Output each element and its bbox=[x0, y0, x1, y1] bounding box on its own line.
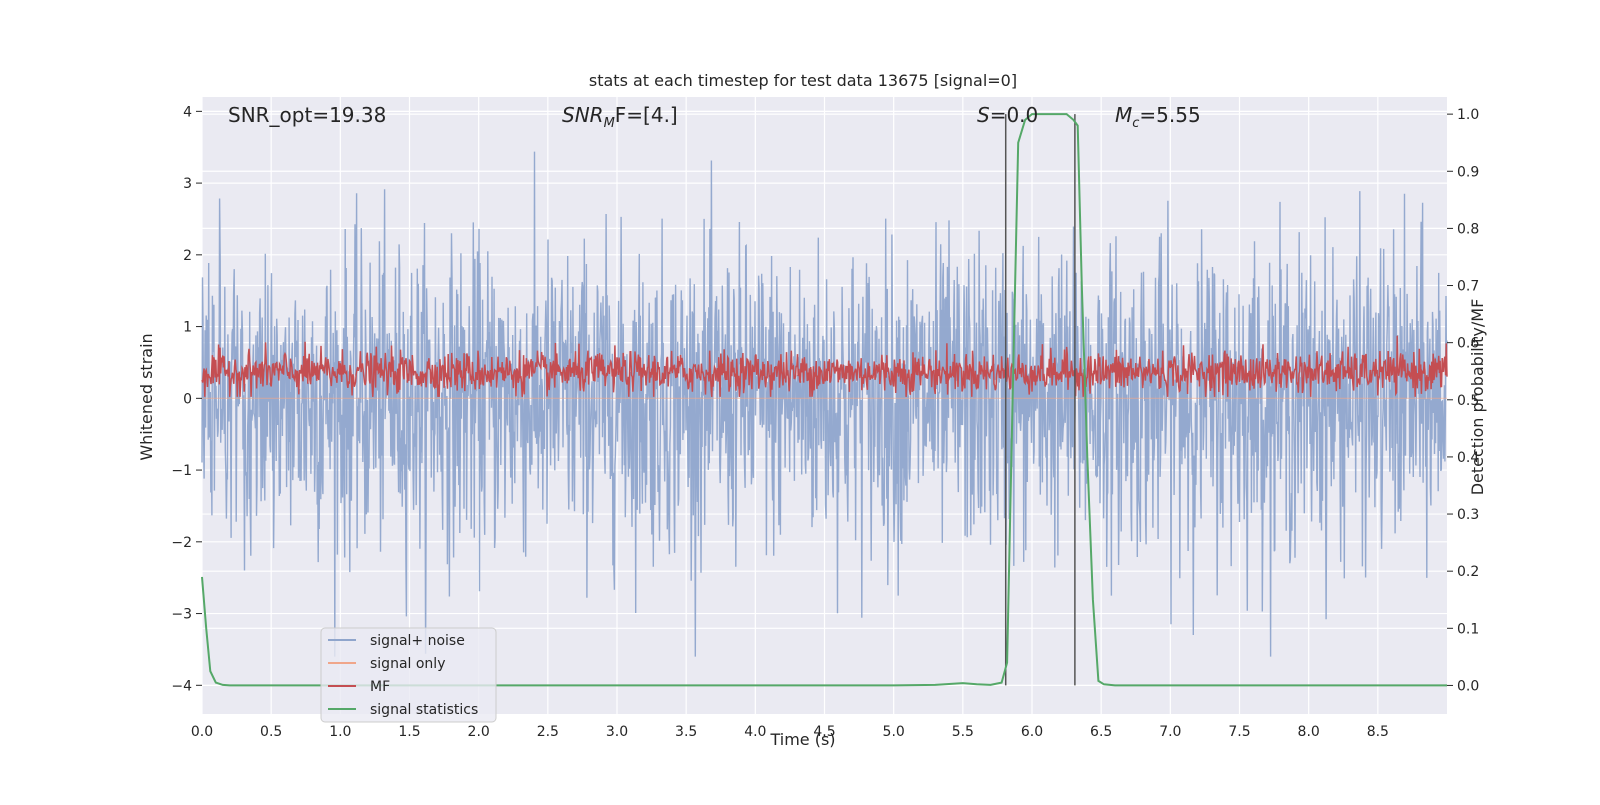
annotation-mc-rest: =5.55 bbox=[1139, 103, 1200, 127]
y-right-tick-label: 0.1 bbox=[1457, 621, 1479, 637]
y-left-tick-label: 4 bbox=[183, 104, 192, 120]
y-left-tick-label: −1 bbox=[171, 463, 192, 479]
annotation-snr-mf: SNRMF=[4.] bbox=[562, 103, 678, 131]
signal-statistics-line bbox=[201, 113, 1447, 687]
x-tick-label: 5.0 bbox=[883, 724, 905, 740]
annotation-mc: Mc=5.55 bbox=[1115, 103, 1201, 131]
x-tick-label: 8.0 bbox=[1298, 724, 1320, 740]
y-axis-label-right: Detection probability/MF bbox=[1468, 299, 1487, 496]
annotation-snr-mf-main: SNR bbox=[562, 103, 604, 127]
annotation-mc-main: M bbox=[1115, 103, 1132, 127]
x-tick-label: 3.5 bbox=[675, 724, 697, 740]
x-tick-label: 2.0 bbox=[468, 724, 490, 740]
x-tick-label: 4.0 bbox=[744, 724, 766, 740]
x-tick-label: 3.0 bbox=[606, 724, 628, 740]
y-axis-label-left: Whitened strain bbox=[137, 333, 156, 460]
y-left-tick-label: −3 bbox=[171, 607, 192, 623]
y-left-tick-label: 0 bbox=[183, 391, 192, 407]
x-tick-label: 5.5 bbox=[952, 724, 974, 740]
y-right-tick-label: 0.7 bbox=[1457, 279, 1479, 295]
y-right-tick-label: 0.9 bbox=[1457, 164, 1479, 180]
x-tick-label: 4.5 bbox=[813, 724, 835, 740]
legend-label-mf: MF bbox=[370, 679, 390, 695]
annotation-mc-sub: c bbox=[1132, 116, 1139, 131]
x-tick-label: 7.5 bbox=[1228, 724, 1250, 740]
x-tick-label: 2.5 bbox=[537, 724, 559, 740]
y-right-tick-label: 0.3 bbox=[1457, 507, 1479, 523]
y-left-tick-label: −2 bbox=[171, 535, 192, 551]
y-right-tick-label: 0.8 bbox=[1457, 221, 1479, 237]
x-tick-label: 8.5 bbox=[1367, 724, 1389, 740]
x-tick-label: 6.0 bbox=[1021, 724, 1043, 740]
y-right-tick-label: 1.0 bbox=[1457, 107, 1479, 123]
y-right-tick-label: 0.4 bbox=[1457, 450, 1479, 466]
y-left-tick-label: 3 bbox=[183, 176, 192, 192]
mf-line bbox=[201, 335, 1448, 397]
annotation-snr-opt: SNR_opt=19.38 bbox=[228, 103, 386, 127]
annotation-s-main: S bbox=[977, 103, 990, 127]
y-right-tick-label: 0.6 bbox=[1457, 336, 1479, 352]
y-right-tick-label: 0.0 bbox=[1457, 678, 1479, 694]
annotation-s: S=0.0 bbox=[977, 103, 1038, 127]
legend-label-signal-only: signal only bbox=[370, 656, 445, 672]
legend-label-signal-statistics: signal statistics bbox=[370, 702, 478, 718]
y-left-tick-label: 1 bbox=[183, 320, 192, 336]
legend-label-signal-noise: signal+ noise bbox=[370, 633, 465, 649]
x-axis-label: Time (s) bbox=[769, 730, 835, 749]
vertical-lines bbox=[1004, 114, 1076, 686]
x-tick-label: 0.5 bbox=[260, 724, 282, 740]
chart-title: stats at each timestep for test data 136… bbox=[589, 71, 1017, 90]
signal-noise-series bbox=[201, 151, 1448, 657]
tick-labels: 0.0 0.5 1.0 1.5 2.0 2.5 3.0 3.5 4.0 4.5 5.0 5.5 6.0 6… bbox=[171, 104, 1479, 740]
annotation-snr-mf-rest: F=[4.] bbox=[615, 103, 678, 127]
x-tick-label: 1.5 bbox=[398, 724, 420, 740]
y-right-tick-label: 0.5 bbox=[1457, 393, 1479, 409]
legend-box bbox=[320, 627, 497, 723]
annotation-snr-mf-sub: M bbox=[604, 116, 615, 131]
y-right-tick-label: 0.2 bbox=[1457, 564, 1479, 580]
x-tick-label: 0.0 bbox=[191, 724, 213, 740]
legend: signal+ noise signal only MF signal stat… bbox=[320, 627, 497, 723]
y-left-tick-label: 2 bbox=[183, 248, 192, 264]
x-tick-label: 7.0 bbox=[1159, 724, 1181, 740]
annotation-s-rest: =0.0 bbox=[990, 103, 1039, 127]
y-left-tick-label: −4 bbox=[171, 678, 192, 694]
x-tick-label: 1.0 bbox=[329, 724, 351, 740]
signal-statistics-series bbox=[201, 113, 1447, 687]
mf-series bbox=[201, 335, 1448, 397]
signal-noise-line bbox=[201, 151, 1448, 657]
x-tick-label: 6.5 bbox=[1090, 724, 1112, 740]
